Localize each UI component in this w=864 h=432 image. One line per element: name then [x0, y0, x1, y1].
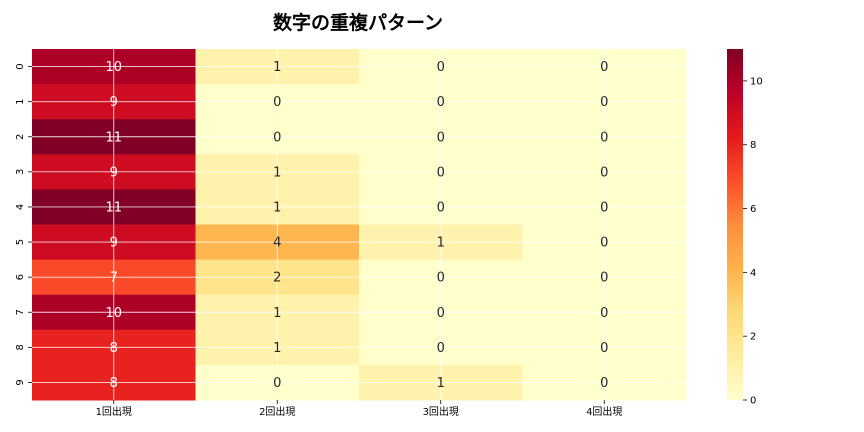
cell-value-label-r9-c2: 1 [437, 376, 445, 391]
cell-value-label-r7-c0: 10 [105, 306, 122, 321]
y-tick-label-8: 8 [15, 344, 26, 350]
chart-title: 数字の重複パターン [273, 11, 443, 34]
cell-value-label-r1-c0: 9 [110, 95, 118, 110]
cell-value-label-r9-c1: 0 [273, 376, 281, 391]
cell-value-label-r5-c1: 4 [273, 236, 281, 251]
cell-value-label-r4-c3: 0 [600, 200, 608, 215]
cell-value-label-r1-c1: 0 [273, 95, 281, 110]
cell-value-label-r5-c2: 1 [437, 236, 445, 251]
y-tick-label-0: 0 [15, 63, 26, 69]
cell-value-label-r2-c0: 11 [105, 130, 122, 145]
cell-value-label-r2-c3: 0 [600, 130, 608, 145]
y-tick-label-6: 6 [15, 274, 26, 280]
cell-value-label-r3-c3: 0 [600, 165, 608, 180]
cell-value-label-r3-c2: 0 [437, 165, 445, 180]
x-tick-label-1: 2回出現 [259, 405, 295, 418]
cell-value-label-r0-c3: 0 [600, 60, 608, 75]
heatmap-gridlines [32, 49, 686, 400]
colorbar-tick-label-1: 2 [750, 332, 756, 343]
cell-value-label-r4-c0: 11 [105, 200, 122, 215]
cell-value-label-r9-c0: 8 [110, 376, 118, 391]
cell-value-label-r0-c1: 1 [273, 60, 281, 75]
cell-value-label-r2-c2: 0 [437, 130, 445, 145]
cell-value-label-r6-c0: 7 [110, 271, 118, 286]
cell-value-label-r8-c1: 1 [273, 341, 281, 356]
cell-value-label-r7-c3: 0 [600, 306, 608, 321]
y-tick-label-9: 9 [15, 379, 26, 385]
colorbar-tick-label-3: 6 [750, 204, 756, 215]
cell-value-label-r6-c1: 2 [273, 271, 281, 286]
x-tick-label-3: 4回出現 [586, 405, 622, 418]
colorbar-tick-label-5: 10 [750, 76, 763, 87]
heatmap-cell-labels: 10 1 0 09 0 0 011 0 0 09 1 0 011 1 0 09 4 1 07 2 0 010 1 0 08 1 0 0… [105, 60, 608, 391]
cell-value-label-r5-c3: 0 [600, 236, 608, 251]
y-axis-ticks: 0 1 2 3 4 5 6 7 8 9 [15, 63, 32, 386]
colorbar-tick-label-2: 4 [750, 268, 756, 279]
cell-value-label-r0-c2: 0 [437, 60, 445, 75]
cell-value-label-r3-c1: 1 [273, 165, 281, 180]
cell-value-label-r1-c3: 0 [600, 95, 608, 110]
x-axis-ticks: 1回出現 2回出現 3回出現 4回出現 [96, 400, 622, 418]
x-tick-label-2: 3回出現 [423, 405, 459, 418]
y-tick-label-1: 1 [15, 98, 26, 104]
colorbar-scale [727, 49, 743, 400]
cell-value-label-r3-c0: 9 [110, 165, 118, 180]
cell-value-label-r6-c3: 0 [600, 271, 608, 286]
cell-value-label-r7-c1: 1 [273, 306, 281, 321]
y-tick-label-2: 2 [15, 134, 26, 140]
x-tick-label-0: 1回出現 [96, 405, 132, 418]
cell-value-label-r7-c2: 0 [437, 306, 445, 321]
cell-value-label-r1-c2: 0 [437, 95, 445, 110]
cell-value-label-r9-c3: 0 [600, 376, 608, 391]
colorbar-tick-label-0: 0 [750, 396, 756, 407]
cell-value-label-r0-c0: 10 [105, 60, 122, 75]
colorbar: 0 2 4 6 8 10 [727, 49, 763, 407]
cell-value-label-r8-c2: 0 [437, 341, 445, 356]
y-tick-label-4: 4 [15, 204, 26, 210]
y-tick-label-3: 3 [15, 169, 26, 175]
cell-value-label-r8-c3: 0 [600, 341, 608, 356]
cell-value-label-r2-c1: 0 [273, 130, 281, 145]
cell-value-label-r4-c2: 0 [437, 200, 445, 215]
colorbar-tick-label-4: 8 [750, 140, 756, 151]
cell-value-label-r4-c1: 1 [273, 200, 281, 215]
cell-value-label-r8-c0: 8 [110, 341, 118, 356]
y-tick-label-7: 7 [15, 309, 26, 315]
cell-value-label-r5-c0: 9 [110, 236, 118, 251]
y-tick-label-5: 5 [15, 239, 26, 245]
cell-value-label-r6-c2: 0 [437, 271, 445, 286]
